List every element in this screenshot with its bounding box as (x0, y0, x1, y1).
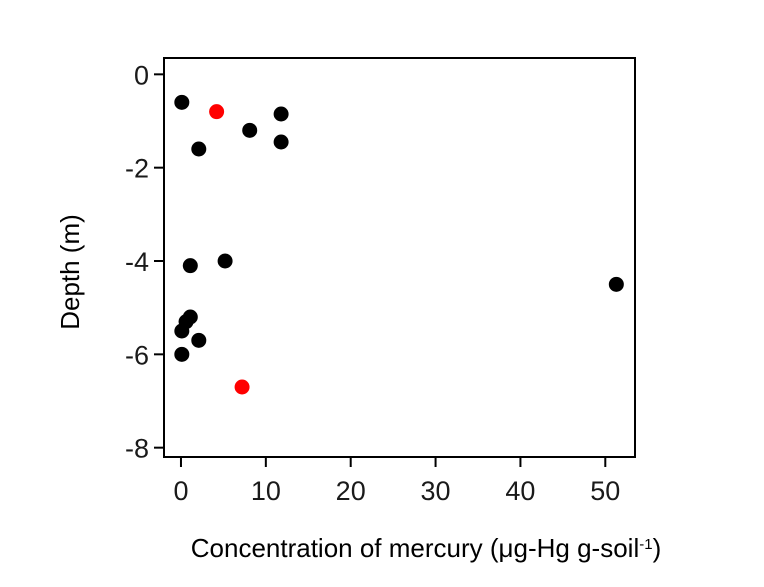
x-tick-label: 20 (336, 476, 366, 506)
data-point (174, 346, 190, 362)
y-axis-label: Depth (m) (55, 214, 85, 330)
data-point (174, 323, 190, 339)
plot-frame (163, 57, 636, 458)
data-point (273, 134, 289, 150)
data-point (174, 94, 190, 110)
data-point (242, 122, 258, 138)
y-axis: 0 -2 -4 -6 -8 (125, 60, 164, 464)
x-axis-label-main: Concentration of mercury (μg-Hg g-soil (191, 533, 639, 563)
y-tick-label: -8 (125, 434, 149, 464)
x-axis-label: Concentration of mercury (μg-Hg g-soil-1… (191, 533, 662, 563)
x-axis-label-suffix: ) (653, 533, 662, 563)
y-tick-label: -6 (125, 340, 149, 370)
x-tick-label: 40 (505, 476, 535, 506)
data-point (191, 332, 207, 348)
data-point (217, 253, 233, 269)
x-tick-label: 0 (173, 476, 188, 506)
data-point (209, 104, 225, 120)
x-axis-label-superscript: -1 (639, 536, 652, 553)
data-point (234, 379, 250, 395)
data-point (608, 276, 624, 292)
data-point (191, 141, 207, 157)
data-point (182, 258, 198, 274)
y-tick-label: 0 (134, 60, 149, 90)
x-axis: 0 10 20 30 40 50 (173, 457, 620, 506)
y-tick-label: -2 (125, 154, 149, 184)
x-tick-label: 30 (421, 476, 451, 506)
x-tick-label: 10 (251, 476, 281, 506)
x-tick-label: 50 (590, 476, 620, 506)
data-point (273, 106, 289, 122)
y-tick-label: -4 (125, 247, 149, 277)
data-points (174, 94, 624, 395)
